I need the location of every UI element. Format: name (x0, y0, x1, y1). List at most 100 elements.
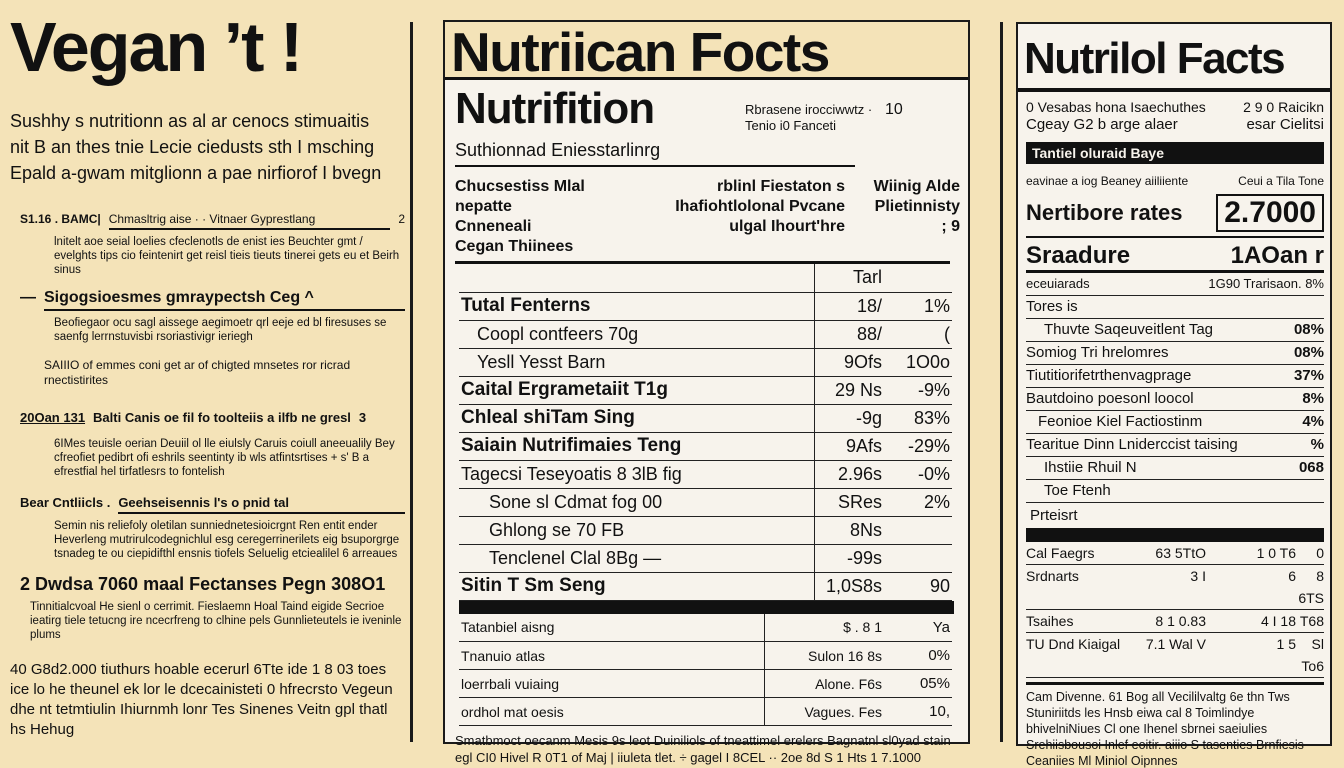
list-item-number: S1.16 . BAMC| (20, 212, 101, 226)
nutrient-amount: 1,0S8s (813, 572, 884, 601)
nutrition-label-side: Nutrilol Facts 0 Vesabas hona Isaechuthe… (1016, 22, 1332, 768)
column-divider (410, 22, 413, 742)
highlight-label: Nertibore rates (1026, 200, 1183, 225)
label-subtitle: Suthionnad Eniesstarlinrg (455, 134, 855, 167)
nutrient-name: Chleal shiTam Sing (459, 404, 814, 433)
header-text: Ihafiohtlolonal Pvcane (675, 198, 845, 215)
table-cell: 1 5 (1276, 636, 1296, 652)
info-line: 0 Vesabas hona Isaechuthes 2 9 0 Raicikn (1026, 98, 1324, 116)
nutrient-amount: 9Afs (813, 432, 884, 461)
list-item-text: SAIIIO of emmes coni get ar of chigted m… (44, 358, 351, 387)
section-heading-value: 1AOan r (1230, 242, 1324, 269)
nutrient-percent: 1O0o (884, 348, 952, 377)
table-cell: Tsaihes (1026, 613, 1074, 629)
nutrient-name: loerrbali vuiaing (459, 669, 764, 698)
section-label: Prteisrt (1030, 507, 1078, 524)
thick-divider (1026, 528, 1324, 542)
highlight-row: Nertibore rates 2.7000 (1026, 190, 1324, 238)
label-footnote: Smatbmoct oecanm Mesis 9s leot Duiniliol… (455, 733, 951, 768)
header-col-c: Wiinig Alde Plietinnisty ; 9 (845, 177, 960, 257)
nutrient-percent: Ya (884, 613, 952, 642)
nutrient-amount: 2.96s (813, 460, 884, 489)
nutrient-amount: Sulon 16 8s (763, 641, 884, 670)
table-row: Sitin T Sm Seng 1,0S8s 90 (459, 572, 952, 601)
nutrient-name: Ihstiie Rhuil N (1044, 459, 1137, 476)
column-divider (1000, 22, 1003, 742)
panel-banner: Nutrilol Facts (1018, 24, 1330, 92)
column-head: Tarl (813, 264, 884, 293)
list-item-body: Semin nis reliefoly oletilan sunniednete… (54, 520, 400, 560)
header-col-b: rblinl Fiestaton s Ihafiohtlolonal Pvcan… (645, 177, 845, 257)
table-row: Tatanbiel aisng $ . 8 1 Ya (459, 613, 952, 642)
header-text: ; 9 (941, 218, 960, 235)
list-item: Ihstiie Rhuil N 068 (1026, 457, 1324, 480)
table-cell: 8 1 0.83 (1155, 613, 1206, 629)
nutrient-percent: 08% (1293, 321, 1324, 338)
intro-paragraph: Sushhy s nutritionn as al ar cenocs stim… (10, 108, 405, 186)
table-cell: 6 (1288, 568, 1296, 584)
nutrient-amount: 8Ns (813, 516, 884, 545)
table-cell: 63 5TtO (1155, 545, 1206, 561)
list-item: Tearitue Dinn Lniderccist taising% (1026, 434, 1324, 457)
info-line: Cgeay G2 b arge alaer esar Cielitsi (1026, 116, 1324, 134)
nutrient-name: Thuvte Saqeuveitlent Tag (1044, 321, 1214, 338)
nutrient-percent: 83% (884, 404, 952, 433)
nutrient-percent: -9% (884, 376, 952, 405)
nutrient-amount: 88/ (813, 320, 884, 349)
nutrient-percent: 1% (884, 292, 952, 321)
section-heading-text: Sraadure (1026, 242, 1131, 269)
nutrient-name: Tutal Fenterns (459, 292, 814, 321)
intro-line: Sushhy s nutritionn as al ar cenocs stim… (10, 111, 370, 131)
list-item-heading: Sigogsioesmes gmraypectsh Ceg ^ (44, 289, 405, 311)
list-item-heading: Balti Canis oe fil fo toolteiis a ilfb n… (93, 410, 351, 425)
nutrition-label-main: Nutriican Focts Nutrifition Rbrasene iro… (443, 20, 970, 768)
serving-info: Rbrasene irocciwwtz · Tenio i0 Fanceti 1… (745, 102, 903, 134)
info-value: esar Cielitsi (1246, 116, 1324, 133)
nutrient-percent: 08% (1293, 344, 1324, 361)
table-row: Coopl contfeers 70g 88/( (459, 320, 952, 349)
header-text: Cegan Thiinees (455, 238, 574, 255)
table-row: Tutal Fenterns 18/1% (459, 292, 952, 321)
header-text: rblinl Fiestaton s (716, 178, 845, 195)
list-item: 20Oan 131 Balti Canis oe fil fo toolteii… (20, 410, 405, 425)
nutrient-name: Saiain Nutrifimaies Teng (459, 432, 814, 461)
nutrient-table: Tarl Tutal Fenterns 18/1% Coopl contfeers … (459, 264, 952, 601)
list-item: — Sigogsioesmes gmraypectsh Ceg ^ (20, 289, 405, 311)
nutrient-percent: 4% (1302, 413, 1324, 430)
table-cell: T68 (1299, 613, 1324, 629)
header-text: ulgal Ihourt'hre (729, 218, 845, 235)
nutrient-name: Tearitue Dinn Lniderccist taising (1026, 436, 1238, 453)
nutrient-amount: 9Ofs (813, 348, 884, 377)
nutrient-name: Ghlong se 70 FB (459, 516, 814, 545)
nutrient-percent (884, 544, 952, 573)
table-cell: 8 6TS (1298, 568, 1324, 606)
table-cell: 7.1 Wal V (1145, 636, 1206, 652)
column-headers: Chucsestiss Mlal nepatte Cnneneali Cegan… (455, 177, 960, 257)
list-item-tail: 2 (398, 212, 405, 226)
nutrient-name: ordhol mat oesis (459, 697, 764, 726)
intro-line: nit B an thes tnie Lecie ciedusts sth I … (10, 137, 375, 157)
nutrient-name: Tores is (1026, 298, 1078, 315)
nutrient-name: Feonioe Kiel Factiostinm (1038, 413, 1203, 430)
left-article: Vegan ’t ! Sushhy s nutritionn as al ar … (10, 8, 405, 760)
label-title: Nutrifition (455, 84, 655, 133)
nutrient-amount: 29 Ns (813, 376, 884, 405)
nutrient-percent: -0% (884, 460, 952, 489)
nutrient-name: Sone sl Cdmat fog 00 (459, 488, 814, 517)
table-cell: 1 0 T6 (1256, 545, 1296, 561)
table-row: loerrbali vuiaing Alone. F6s 05% (459, 669, 952, 698)
list-item: Tiutitiorifetrthenvagprage 37% (1026, 365, 1324, 388)
nutrient-amount: -99s (813, 544, 884, 573)
list-item-heading: Geehseisennis l's o pnid tal (118, 495, 405, 514)
table-row: Tsaihes 8 1 0.83 4 I 18 T68 (1026, 610, 1324, 633)
header-text: Plietinnisty (874, 198, 960, 215)
nutrient-percent: 37% (1293, 367, 1324, 384)
nutrient-list: Tores is Thuvte Saqeuveitlent Tag 08% Somio… (1026, 296, 1324, 503)
info-line: eavinae a iog Beaney aiiliiente Ceui a T… (1026, 172, 1324, 190)
list-item-body: Tinnitialcvoal He sienl o cerrimit. Fies… (30, 601, 402, 641)
panel-banner: Nutriican Focts (445, 22, 968, 82)
highlight-value: 2.7000 (1216, 194, 1324, 232)
section-heading: Sraadure 1AOan r (1026, 238, 1324, 273)
